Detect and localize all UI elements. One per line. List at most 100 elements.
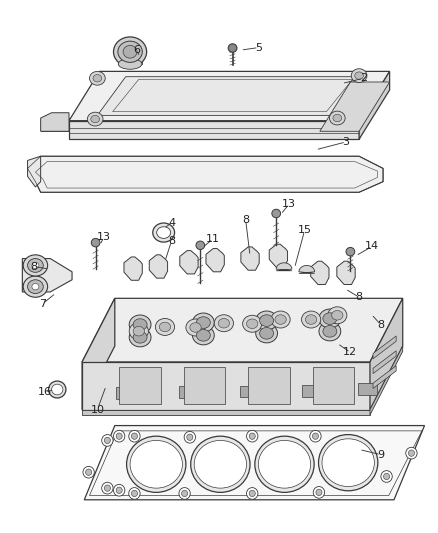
Ellipse shape [83, 466, 94, 478]
Text: 8: 8 [31, 262, 38, 271]
Ellipse shape [159, 322, 170, 332]
Ellipse shape [131, 433, 137, 439]
Ellipse shape [196, 317, 210, 328]
Ellipse shape [190, 436, 250, 492]
Polygon shape [357, 383, 377, 395]
Ellipse shape [116, 433, 122, 439]
Polygon shape [319, 82, 389, 131]
Polygon shape [179, 386, 198, 398]
Ellipse shape [312, 433, 318, 439]
Ellipse shape [271, 209, 280, 217]
Ellipse shape [102, 482, 113, 494]
Ellipse shape [318, 322, 340, 341]
Polygon shape [82, 362, 369, 410]
Ellipse shape [345, 247, 354, 256]
Polygon shape [28, 156, 41, 187]
Ellipse shape [321, 439, 374, 487]
Ellipse shape [152, 223, 174, 242]
Polygon shape [301, 385, 320, 397]
Ellipse shape [123, 45, 137, 58]
Ellipse shape [383, 473, 389, 480]
Ellipse shape [130, 440, 182, 488]
Ellipse shape [242, 316, 261, 332]
Ellipse shape [328, 111, 344, 125]
Polygon shape [69, 71, 389, 120]
Ellipse shape [32, 284, 39, 290]
Polygon shape [248, 367, 289, 405]
Ellipse shape [179, 488, 190, 499]
Ellipse shape [301, 311, 320, 328]
Text: 3: 3 [342, 137, 349, 147]
Ellipse shape [405, 447, 416, 459]
Ellipse shape [246, 430, 257, 442]
Ellipse shape [192, 326, 214, 345]
Ellipse shape [155, 318, 174, 335]
Polygon shape [298, 265, 314, 273]
Ellipse shape [354, 72, 363, 79]
Text: 8: 8 [377, 320, 384, 330]
Polygon shape [372, 336, 395, 359]
Ellipse shape [350, 69, 366, 83]
Ellipse shape [331, 311, 342, 320]
Ellipse shape [129, 328, 151, 347]
Ellipse shape [305, 315, 316, 324]
Text: 8: 8 [242, 215, 249, 225]
Polygon shape [124, 257, 142, 280]
Polygon shape [369, 346, 402, 415]
Polygon shape [358, 71, 389, 139]
Ellipse shape [93, 75, 102, 82]
Text: 15: 15 [297, 225, 311, 236]
Ellipse shape [89, 71, 105, 85]
Ellipse shape [332, 114, 341, 122]
Ellipse shape [104, 437, 110, 443]
Ellipse shape [102, 434, 113, 446]
Ellipse shape [214, 315, 233, 332]
Polygon shape [82, 298, 402, 362]
Ellipse shape [129, 322, 148, 340]
Ellipse shape [259, 327, 273, 339]
Ellipse shape [28, 280, 43, 294]
Ellipse shape [309, 430, 321, 442]
Text: 14: 14 [364, 241, 378, 252]
Ellipse shape [32, 262, 39, 269]
Text: 10: 10 [90, 405, 104, 415]
Ellipse shape [270, 311, 290, 328]
Ellipse shape [113, 37, 146, 67]
Ellipse shape [194, 440, 246, 488]
Ellipse shape [258, 440, 310, 488]
Text: 5: 5 [254, 43, 261, 53]
Ellipse shape [128, 430, 140, 442]
Polygon shape [312, 367, 353, 405]
Polygon shape [84, 425, 424, 500]
Text: 12: 12 [343, 348, 357, 358]
Ellipse shape [118, 59, 141, 69]
Ellipse shape [129, 315, 151, 334]
Text: 8: 8 [168, 236, 175, 246]
Ellipse shape [192, 313, 214, 332]
Ellipse shape [313, 487, 324, 498]
Ellipse shape [184, 431, 195, 443]
Ellipse shape [85, 469, 92, 475]
Ellipse shape [249, 490, 254, 497]
Ellipse shape [23, 255, 47, 276]
Ellipse shape [185, 319, 205, 336]
Ellipse shape [189, 322, 201, 332]
Ellipse shape [246, 319, 257, 328]
Ellipse shape [327, 307, 346, 324]
Polygon shape [22, 259, 72, 292]
Polygon shape [369, 298, 402, 410]
Ellipse shape [23, 276, 47, 297]
Polygon shape [268, 244, 287, 268]
Ellipse shape [274, 315, 286, 324]
Text: 7: 7 [39, 298, 46, 309]
Ellipse shape [318, 434, 377, 491]
Ellipse shape [315, 489, 321, 496]
Polygon shape [336, 261, 354, 285]
Ellipse shape [113, 430, 124, 442]
Polygon shape [310, 261, 328, 285]
Polygon shape [372, 366, 395, 389]
Text: 11: 11 [205, 234, 219, 244]
Polygon shape [240, 247, 258, 270]
Polygon shape [118, 57, 141, 64]
Polygon shape [372, 351, 395, 374]
